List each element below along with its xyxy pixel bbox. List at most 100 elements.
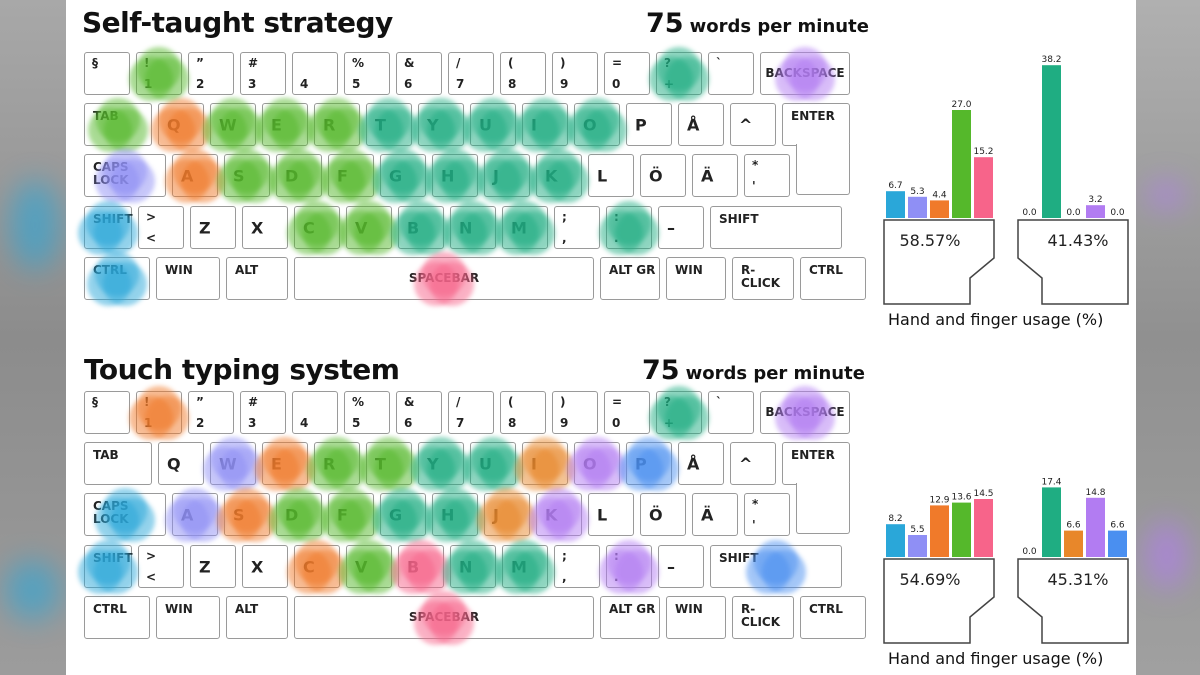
key-c: C <box>294 206 340 249</box>
right-finger-bar-middle <box>1064 530 1083 557</box>
key-top-label: & <box>404 56 415 70</box>
key-bottom-label: 1 <box>144 416 153 430</box>
key-caps-lock: CAPS LOCK <box>84 493 166 536</box>
key-label: C <box>303 557 315 576</box>
key-symbol: – <box>658 545 704 588</box>
key-x: X <box>242 545 288 588</box>
key-top-label: ( <box>508 56 514 70</box>
key-label: V <box>355 557 368 576</box>
key-h: H <box>432 154 478 197</box>
backdrop-blur-blob <box>5 560 60 620</box>
key-bottom-label: . <box>614 570 619 584</box>
key-symbol: ;, <box>554 206 600 249</box>
key-top-label: ! <box>144 395 150 409</box>
wpm-number: 75 <box>642 355 680 386</box>
key-bottom-label: 0 <box>612 77 621 91</box>
key-symbol: % 5 <box>344 391 390 434</box>
self-taught-section: Self-taught strategy 75 words per minute … <box>66 0 1136 337</box>
key-label: Ö <box>649 505 663 524</box>
key-symbol: > < <box>138 206 184 249</box>
backdrop-blur-blob <box>10 180 60 270</box>
backdrop-blur-blob <box>1146 180 1186 210</box>
right-finger-value-label: 0.0 <box>1022 547 1037 557</box>
key-symbol: § <box>84 52 130 95</box>
left-finger-bar-pinky <box>886 191 905 218</box>
key-o: O <box>574 103 620 146</box>
key-win: WIN <box>156 596 220 639</box>
touch-typing-section: Touch typing system 75 words per minute §… <box>66 339 1136 675</box>
key-top-label: / <box>456 395 461 409</box>
key-top-label: : <box>614 549 619 563</box>
key-symbol: ” 2 <box>188 52 234 95</box>
key-label: P <box>635 454 647 473</box>
key-shift: SHIFT <box>84 206 133 249</box>
key-alt: ALT <box>226 596 288 639</box>
key-label: ENTER <box>791 448 835 462</box>
right-hand-outline: 45.31% <box>1017 558 1129 644</box>
key-bottom-label: 4 <box>300 77 309 91</box>
key-label: Å <box>687 454 700 473</box>
right-finger-bar-ring <box>1086 497 1105 557</box>
key-label: WIN <box>675 602 703 616</box>
key-bottom-label: 3 <box>248 416 257 430</box>
key-symbol: ` <box>708 391 754 434</box>
key-c: C <box>294 545 340 588</box>
key-b: B <box>398 206 444 249</box>
key-top-label: > <box>146 549 157 563</box>
key-label: R-CLICK <box>741 263 781 290</box>
key-label: E <box>271 115 282 134</box>
key-label: J <box>493 505 499 524</box>
section-title: Touch typing system <box>84 353 400 386</box>
key-e: E <box>262 442 308 485</box>
right-finger-bar-index <box>1042 65 1061 218</box>
key-label: SHIFT <box>93 212 133 226</box>
wpm-readout: 75 words per minute <box>642 355 865 386</box>
key-label: N <box>459 218 473 237</box>
key-tab: TAB <box>84 103 152 146</box>
key-4: 4 <box>292 391 338 434</box>
key-label: W <box>219 454 237 473</box>
key-label: F <box>337 166 348 185</box>
key-label: H <box>441 505 455 524</box>
key-top-label: & <box>404 395 415 409</box>
key-symbol: :. <box>606 545 652 588</box>
key-l: L <box>588 154 634 197</box>
key-symbol: ? + <box>656 391 702 434</box>
key-t: T <box>366 103 412 146</box>
key-top-label: ; <box>562 210 567 224</box>
right-hand-chart: 0.0 17.4 6.6 14.8 6.6 45.31% <box>1017 477 1129 644</box>
left-hand-outline: 58.57% <box>883 219 995 305</box>
key-label: BACKSPACE <box>765 65 845 80</box>
key-symbol: = 0 <box>604 52 650 95</box>
key-symbol: § <box>84 391 130 434</box>
key-label: Ä <box>701 505 714 524</box>
key-label: Ä <box>701 166 714 185</box>
key-label: TAB <box>93 448 119 462</box>
key-enter: ENTER <box>782 103 850 146</box>
key-win: WIN <box>156 257 220 300</box>
left-finger-bar-thumb <box>974 157 993 218</box>
key-symbol: ^ <box>730 103 776 146</box>
key-symbol: % 5 <box>344 52 390 95</box>
key-top-label: § <box>92 395 98 409</box>
key-top-label: * <box>752 497 759 511</box>
key-4: 4 <box>292 52 338 95</box>
key-label: I <box>531 115 537 134</box>
key-symbol: ! 1 <box>136 52 182 95</box>
key-label: D <box>285 505 299 524</box>
key-caps-lock: CAPS LOCK <box>84 154 166 197</box>
key-bottom-label: 3 <box>248 77 257 91</box>
key-label: CAPS LOCK <box>93 160 129 187</box>
key-q: Q <box>158 442 204 485</box>
key-label: F <box>337 505 348 524</box>
key-label: U <box>479 115 492 134</box>
key-symbol: ;, <box>554 545 600 588</box>
left-hand-chart: 6.7 5.3 4.4 27.0 15.2 58.57% <box>883 100 995 305</box>
left-finger-value-label: 5.5 <box>910 525 924 535</box>
left-finger-bar-thumb <box>974 499 993 557</box>
key-o: O <box>574 442 620 485</box>
key-label: G <box>389 166 403 185</box>
key-label: V <box>355 218 368 237</box>
key-top-label: = <box>612 56 623 70</box>
key-u: U <box>470 442 516 485</box>
